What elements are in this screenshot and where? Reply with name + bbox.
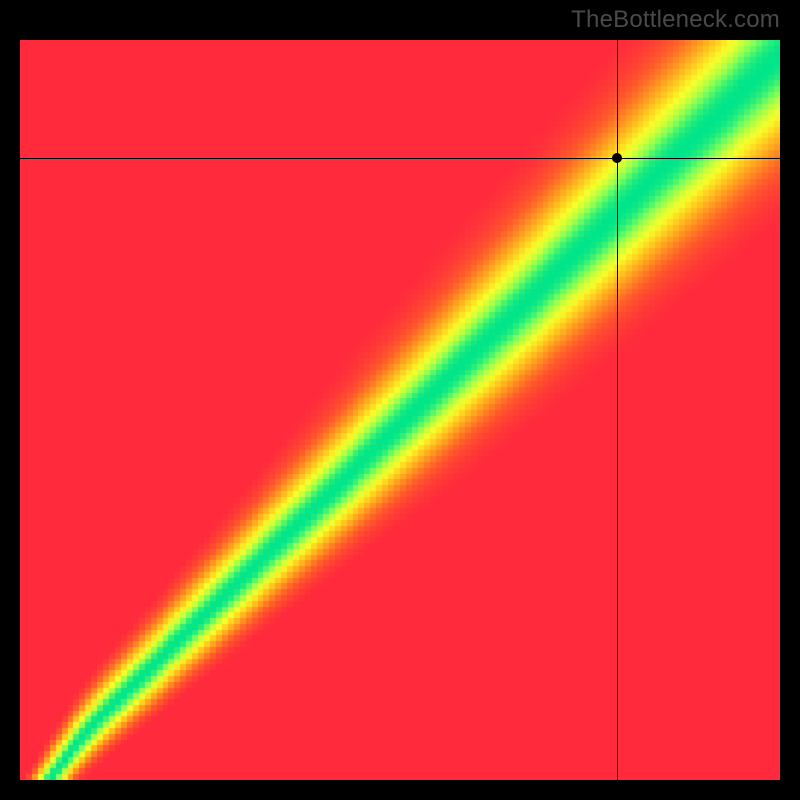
watermark-text: TheBottleneck.com — [571, 6, 780, 34]
chart-container: TheBottleneck.com — [0, 0, 800, 800]
crosshair-horizontal — [20, 158, 780, 159]
crosshair-marker — [612, 153, 622, 163]
plot-area — [20, 40, 780, 780]
crosshair-vertical — [617, 40, 618, 780]
heatmap-canvas — [20, 40, 780, 780]
